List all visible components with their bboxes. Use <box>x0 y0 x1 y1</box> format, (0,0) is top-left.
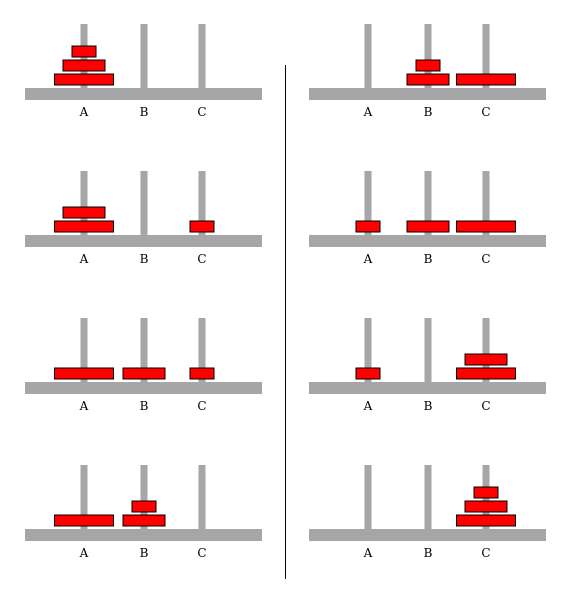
peg-label-A: A <box>363 546 373 560</box>
base <box>25 382 262 394</box>
disk-small <box>72 46 96 57</box>
base <box>309 529 546 541</box>
peg-label-B: B <box>424 252 433 266</box>
disk-large <box>457 74 516 85</box>
disk-large <box>457 515 516 526</box>
disk-large <box>457 221 516 232</box>
peg-B <box>141 24 148 90</box>
disk-medium <box>123 368 165 379</box>
peg-label-C: C <box>481 252 490 266</box>
disk-large <box>55 515 114 526</box>
disk-small <box>356 221 380 232</box>
disk-medium <box>407 74 449 85</box>
disk-large <box>55 221 114 232</box>
disk-small <box>190 368 214 379</box>
panel-step-2: A B C <box>25 318 262 413</box>
disk-small <box>356 368 380 379</box>
peg-label-B: B <box>140 252 149 266</box>
peg-label-B: B <box>140 105 149 119</box>
panel-step-0: A B C <box>25 24 262 119</box>
panel-step-6: A B C <box>309 318 546 413</box>
disk-medium <box>123 515 165 526</box>
peg-label-B: B <box>424 105 433 119</box>
disk-medium <box>465 354 507 365</box>
disk-large <box>55 74 114 85</box>
peg-label-C: C <box>481 399 490 413</box>
disk-medium <box>407 221 449 232</box>
peg-label-B: B <box>424 546 433 560</box>
peg-B <box>425 465 432 531</box>
peg-label-C: C <box>481 546 490 560</box>
disk-large <box>55 368 114 379</box>
disk-medium <box>63 60 105 71</box>
panel-step-1: A B C <box>25 171 262 266</box>
peg-label-A: A <box>79 546 89 560</box>
disk-medium <box>63 207 105 218</box>
disk-small <box>474 487 498 498</box>
base <box>309 235 546 247</box>
peg-label-C: C <box>197 105 206 119</box>
disk-small <box>190 221 214 232</box>
peg-label-C: C <box>197 546 206 560</box>
disk-medium <box>465 501 507 512</box>
peg-label-A: A <box>79 252 89 266</box>
base <box>25 88 262 100</box>
peg-label-A: A <box>363 105 373 119</box>
panel-step-4: A B C <box>309 24 546 119</box>
peg-B <box>141 171 148 237</box>
peg-label-C: C <box>481 105 490 119</box>
base <box>309 88 546 100</box>
peg-label-B: B <box>140 546 149 560</box>
peg-label-A: A <box>363 252 373 266</box>
peg-C <box>199 24 206 90</box>
peg-label-A: A <box>79 399 89 413</box>
peg-label-C: C <box>197 399 206 413</box>
panel-step-7: A B C <box>309 465 546 560</box>
base <box>25 235 262 247</box>
panel-step-5: A B C <box>309 171 546 266</box>
peg-label-B: B <box>140 399 149 413</box>
base <box>309 382 546 394</box>
peg-C <box>199 465 206 531</box>
peg-label-C: C <box>197 252 206 266</box>
peg-label-B: B <box>424 399 433 413</box>
disk-small <box>416 60 440 71</box>
base <box>25 529 262 541</box>
disk-large <box>457 368 516 379</box>
panel-step-3: A B C <box>25 465 262 560</box>
peg-A <box>365 24 372 90</box>
peg-A <box>365 465 372 531</box>
peg-label-A: A <box>363 399 373 413</box>
disk-small <box>132 501 156 512</box>
peg-B <box>425 318 432 384</box>
peg-label-A: A <box>79 105 89 119</box>
